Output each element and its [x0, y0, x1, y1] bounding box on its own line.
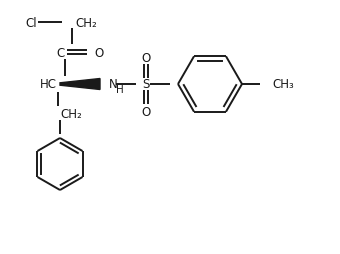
Text: HC: HC	[40, 78, 57, 91]
Text: O: O	[141, 51, 151, 64]
Text: CH₂: CH₂	[75, 17, 97, 29]
Text: O: O	[94, 46, 103, 59]
Text: Cl: Cl	[25, 17, 37, 29]
Polygon shape	[60, 79, 100, 90]
Text: H: H	[116, 85, 124, 95]
Text: CH₃: CH₃	[272, 78, 294, 91]
Text: CH₂: CH₂	[60, 107, 82, 120]
Text: S: S	[142, 78, 149, 91]
Text: O: O	[141, 105, 151, 118]
Text: C: C	[57, 46, 65, 59]
Text: N: N	[109, 78, 118, 91]
